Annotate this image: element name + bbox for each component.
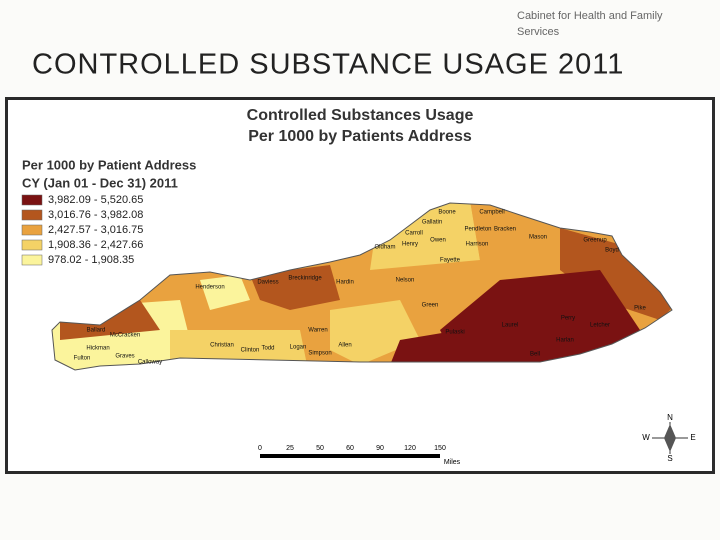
scale-label: 150 — [434, 445, 446, 452]
county-label: Mason — [529, 235, 547, 241]
county-label: Harlan — [556, 338, 574, 344]
legend-label: 2,427.57 - 3,016.75 — [48, 224, 143, 236]
county-label: Owen — [430, 238, 446, 244]
scale-label: 120 — [404, 445, 416, 452]
legend-swatch — [21, 224, 43, 236]
county-label: Henry — [402, 242, 418, 248]
county-label: McCracken — [110, 333, 140, 339]
county-label: Christian — [210, 343, 234, 349]
county-label: Calloway — [138, 360, 162, 366]
county-fill — [250, 265, 340, 310]
legend-swatch — [21, 209, 43, 221]
compass-star — [664, 424, 676, 452]
scale-label: 50 — [316, 445, 324, 452]
legend-swatch — [21, 239, 43, 251]
scale-unit: Miles — [444, 459, 461, 466]
county-label: Campbell — [479, 210, 504, 216]
legend-swatch — [21, 194, 43, 206]
county-fill — [200, 275, 250, 310]
source-line: Services — [517, 26, 560, 38]
county-label: Bell — [530, 352, 540, 358]
county-label: Warren — [308, 328, 327, 334]
county-label: Henderson — [195, 285, 224, 291]
county-label: Hardin — [336, 280, 354, 286]
source-line: Cabinet for Health and Family — [517, 10, 663, 22]
county-label: Breckinridge — [288, 276, 322, 282]
legend-title: Per 1000 by Patient Address — [22, 157, 196, 172]
county-label: Clinton — [241, 348, 260, 354]
county-label: Nelson — [396, 278, 415, 284]
county-label: Fayette — [440, 258, 461, 264]
county-label: Pulaski — [445, 330, 464, 336]
compass-s: S — [667, 454, 672, 463]
scale: 0 25 50 60 90 120 150 Miles — [258, 445, 461, 466]
map-title: Controlled Substances Usage — [247, 107, 474, 124]
legend-label: 3,982.09 - 5,520.65 — [48, 194, 143, 206]
legend-label: 3,016.76 - 3,982.08 — [48, 209, 143, 221]
county-label: Greenup — [583, 238, 607, 244]
compass: N S E W — [642, 413, 695, 463]
scale-label: 90 — [376, 445, 384, 452]
legend-label: 1,908.36 - 2,427.66 — [48, 239, 143, 251]
county-label: Daviess — [257, 280, 278, 286]
county-fill — [60, 300, 160, 340]
county-label: Perry — [561, 316, 575, 322]
compass-w: W — [642, 433, 650, 442]
scale-bar — [260, 454, 440, 458]
county-label: Green — [422, 303, 439, 309]
county-label: Allen — [338, 343, 351, 349]
county-label: Simpson — [308, 351, 331, 357]
slide-title: CONTROLLED SUBSTANCE USAGE 2011 — [32, 49, 624, 81]
county-label: Bracken — [494, 227, 516, 233]
county-label: Logan — [290, 345, 307, 351]
scale-label: 60 — [346, 445, 354, 452]
county-fill — [560, 228, 672, 320]
county-label: Carroll — [405, 231, 423, 237]
county-label: Oldham — [374, 245, 395, 251]
scale-label: 0 — [258, 445, 262, 452]
county-label: Letcher — [590, 323, 610, 329]
scale-label: 25 — [286, 445, 294, 452]
legend-swatch — [21, 254, 43, 266]
legend-label: 978.02 - 1,908.35 — [48, 254, 134, 266]
county-label: Fulton — [74, 356, 91, 362]
county-label: Gallatin — [422, 220, 442, 226]
county-label: Laurel — [502, 323, 519, 329]
county-labels: Boone Campbell Gallatin Carroll Pendleton Bra… — [74, 210, 647, 366]
legend-title: CY (Jan 01 - Dec 31) 2011 — [22, 175, 178, 190]
county-label: Harrison — [466, 242, 489, 248]
county-fill — [390, 330, 470, 365]
county-label: Ballard — [87, 328, 106, 334]
compass-n: N — [667, 413, 673, 422]
county-label: Boone — [438, 210, 456, 216]
county-label: Pike — [634, 306, 646, 312]
map-title: Per 1000 by Patients Address — [248, 128, 472, 145]
county-label: Boyd — [605, 248, 619, 254]
county-fill — [440, 270, 640, 370]
county-label: Pendleton — [464, 227, 491, 233]
legend: 3,982.09 - 5,520.65 3,016.76 - 3,982.08 2,… — [21, 194, 143, 266]
county-label: Hickman — [86, 346, 109, 352]
county-label: Graves — [115, 354, 134, 360]
compass-e: E — [690, 433, 695, 442]
county-label: Todd — [261, 346, 274, 352]
